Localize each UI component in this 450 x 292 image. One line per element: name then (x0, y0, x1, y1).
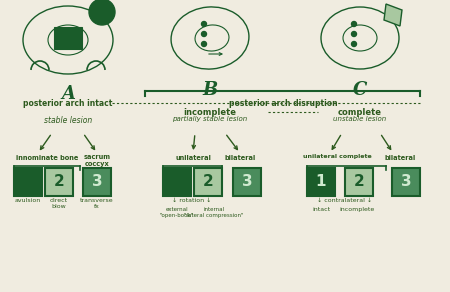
Text: sacrum
coccyx: sacrum coccyx (83, 154, 111, 167)
Text: internal
"lateral compression": internal "lateral compression" (184, 207, 244, 218)
Bar (233, 168, 261, 196)
Text: complete: complete (338, 108, 382, 117)
Text: 3: 3 (92, 175, 102, 190)
Text: stable lesion: stable lesion (44, 116, 92, 125)
Text: posterior arch intact: posterior arch intact (23, 99, 112, 108)
Text: direct
blow: direct blow (50, 198, 68, 209)
Text: 1: 1 (316, 175, 326, 190)
Circle shape (351, 22, 356, 27)
Polygon shape (384, 4, 402, 26)
Circle shape (202, 32, 207, 36)
Bar (163, 168, 191, 196)
Text: unilateral: unilateral (175, 155, 211, 161)
Ellipse shape (48, 25, 88, 55)
Text: 2: 2 (202, 175, 213, 190)
Circle shape (89, 0, 115, 25)
Bar (54, 27, 82, 49)
Text: B: B (202, 81, 218, 99)
Text: ↓ contralateral ↓: ↓ contralateral ↓ (317, 198, 373, 203)
Text: ↓ rotation ↓: ↓ rotation ↓ (172, 198, 211, 203)
Text: bilateral: bilateral (384, 155, 416, 161)
Text: incomplete: incomplete (184, 108, 237, 117)
Bar (307, 168, 335, 196)
Text: intact: intact (312, 207, 330, 212)
Ellipse shape (343, 25, 377, 51)
Text: innominate bone: innominate bone (16, 155, 78, 161)
Ellipse shape (195, 25, 229, 51)
Bar (14, 168, 42, 196)
Text: bilateral: bilateral (225, 155, 256, 161)
Bar (345, 168, 373, 196)
Bar (45, 168, 73, 196)
Text: posterior arch disruption: posterior arch disruption (229, 99, 338, 108)
Text: unilateral complete: unilateral complete (302, 154, 371, 159)
Text: external
"open-book": external "open-book" (160, 207, 194, 218)
Circle shape (202, 22, 207, 27)
Circle shape (202, 41, 207, 46)
Text: 3: 3 (242, 175, 252, 190)
Text: unstable lesion: unstable lesion (333, 116, 387, 122)
Circle shape (351, 41, 356, 46)
Text: partially stable lesion: partially stable lesion (172, 116, 248, 122)
Text: 3: 3 (400, 175, 411, 190)
Text: avulsion: avulsion (15, 198, 41, 203)
Text: incomplete: incomplete (339, 207, 374, 212)
Text: A: A (61, 85, 75, 103)
Bar (392, 168, 420, 196)
Bar (83, 168, 111, 196)
Text: C: C (353, 81, 367, 99)
Text: 2: 2 (354, 175, 364, 190)
Text: 2: 2 (54, 175, 64, 190)
Circle shape (351, 32, 356, 36)
Bar (194, 168, 222, 196)
Text: transverse
fx: transverse fx (80, 198, 114, 209)
